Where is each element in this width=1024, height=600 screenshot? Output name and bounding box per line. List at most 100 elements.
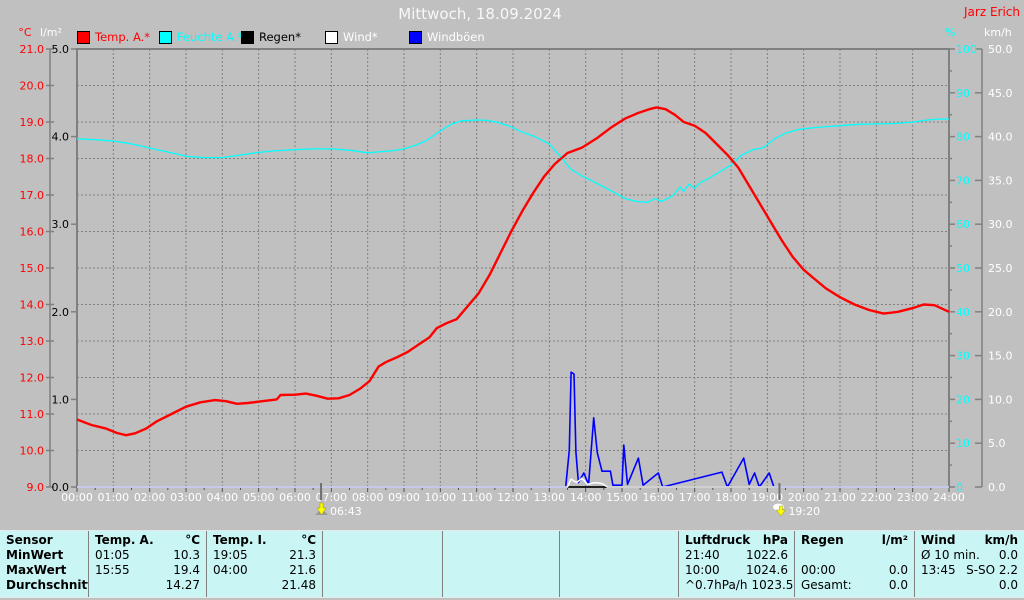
cell-time: 21:40 — [685, 548, 720, 562]
axis-tick-label: 13.0 — [20, 335, 45, 348]
rain-axis-unit: l/m² — [40, 26, 62, 39]
sensor-unit: l/m² — [881, 533, 908, 547]
page-title: Mittwoch, 18.09.2024 — [398, 5, 562, 23]
axis-tick-label: 9.0 — [27, 481, 45, 494]
table-row: 21.48 — [213, 578, 316, 593]
empty — [66, 563, 82, 578]
axis-tick-label: 13:00 — [533, 491, 565, 504]
chart-legend: Temp. A.* Feuchte A.* Regen* Wind* Windböen — [0, 30, 1024, 46]
axis-tick-label: 3.0 — [52, 218, 70, 231]
cell-value — [449, 578, 553, 593]
table-sensor-column: Luftdruck hPa 21:40 1022.6 10:00 1024.6 ^0.7hP… — [678, 531, 794, 597]
cell-value: 0.0 — [888, 578, 908, 592]
legend-item: Windböen — [409, 30, 485, 44]
table-row: Sensor — [6, 533, 82, 548]
axis-tick-label: 08:00 — [352, 491, 384, 504]
axis-tick-label: 50 — [956, 262, 970, 275]
cell-value — [449, 563, 553, 578]
cell-value: 0.0 — [998, 578, 1018, 592]
table-row — [449, 548, 553, 563]
axis-tick-label: 5.0 — [988, 437, 1006, 450]
axis-tick-label: 16:00 — [642, 491, 674, 504]
table-row: ^0.7hPa/h 1023.5 — [685, 578, 793, 593]
sensor-unit — [329, 533, 436, 548]
empty — [53, 533, 82, 548]
table-row: Regen l/m² — [801, 533, 908, 548]
table-row — [566, 578, 672, 593]
axis-tick-label: 20:00 — [788, 491, 820, 504]
table-row: Gesamt: 0.0 — [801, 578, 908, 593]
cell-value — [566, 548, 672, 563]
axis-tick-label: 10 — [956, 437, 970, 450]
cell-time: 19:05 — [213, 548, 248, 562]
wind-axis-unit: km/h — [984, 26, 1012, 39]
axis-tick-label: 17:00 — [679, 491, 711, 504]
axis-tick-label: 60 — [956, 218, 970, 231]
axis-tick-label: 90 — [956, 87, 970, 100]
axis-tick-label: 19:20 — [788, 505, 820, 518]
axis-tick-label: 0.0 — [988, 481, 1006, 494]
cell-value: 21.3 — [289, 548, 316, 562]
axis-tick-label: 4.0 — [52, 131, 70, 144]
axis-tick-label: 21:00 — [824, 491, 856, 504]
table-row — [449, 578, 553, 593]
table-row — [566, 548, 672, 563]
axis-tick-label: 100 — [956, 43, 977, 56]
cell-value — [449, 548, 553, 563]
table-sensor-column: Wind km/h Ø 10 min. 0.0 13:45 S-SO 2.2 0.0 — [914, 531, 1024, 597]
series-temp — [76, 106, 950, 437]
legend-label: Regen* — [259, 30, 301, 44]
cell-value — [329, 578, 436, 593]
table-row: 01:05 10.3 — [95, 548, 200, 563]
axis-tick-label: 30 — [956, 350, 970, 363]
sensor-name: Temp. I. — [213, 533, 267, 547]
cell-value: 1022.6 — [746, 548, 788, 562]
cell-time: 04:00 — [213, 563, 248, 577]
axis-tick-label: 11.0 — [20, 408, 45, 421]
table-sensor-column: Temp. I. °C 19:05 21.3 04:00 21.6 21.48 — [206, 531, 322, 597]
axis-tick-label: 02:00 — [134, 491, 166, 504]
legend-item: Temp. A.* — [77, 30, 150, 44]
axis-tick-label: 18:00 — [715, 491, 747, 504]
table-row — [566, 563, 672, 578]
table-row-labels-column: Sensor MinWert MaxWert Durchschnitt — [0, 531, 88, 597]
cell-value: 0.0 — [998, 548, 1018, 562]
sunset-icon — [772, 503, 786, 517]
axis-tick-label: 0.0 — [52, 481, 70, 494]
axis-tick-label: 04:00 — [206, 491, 238, 504]
table-row: 0.0 — [921, 578, 1018, 593]
table-row — [329, 578, 436, 593]
sensor-name: Luftdruck — [685, 533, 751, 547]
axis-tick-label: 20.0 — [20, 80, 45, 93]
axis-tick-label: 01:00 — [97, 491, 129, 504]
axis-tick-label: 19:00 — [751, 491, 783, 504]
cell-value: 21.48 — [281, 578, 316, 592]
sunrise-icon — [315, 502, 329, 516]
legend-item: Regen* — [241, 30, 301, 44]
axis-tick-label: 19.0 — [20, 116, 45, 129]
cell-value: 0.0 — [888, 563, 908, 577]
cell-time: Ø 10 min. — [921, 548, 980, 562]
table-row: 19:05 21.3 — [213, 548, 316, 563]
cell-time: ^0.7hPa/h — [685, 578, 748, 592]
row-label: MaxWert — [6, 563, 67, 577]
cell-time: 01:05 — [95, 548, 130, 562]
axis-tick-label: 03:00 — [170, 491, 202, 504]
table-sensor-column — [559, 531, 678, 597]
axis-tick-label: 70 — [956, 174, 970, 187]
axis-tick-label: 06:43 — [330, 505, 362, 518]
series-gust — [77, 371, 949, 488]
cell-value: 14.27 — [165, 578, 200, 592]
legend-swatch-icon — [409, 30, 422, 44]
axis-tick-label: 80 — [956, 131, 970, 144]
table-row — [329, 563, 436, 578]
table-row — [329, 533, 436, 548]
table-row: MaxWert — [6, 563, 82, 578]
axis-tick-label: 20.0 — [988, 306, 1013, 319]
table-row — [329, 548, 436, 563]
cell-time: Gesamt: — [801, 578, 852, 592]
axis-tick-label: 50.0 — [988, 43, 1013, 56]
axis-tick-label: 10.0 — [20, 445, 45, 458]
sensor-unit — [449, 533, 553, 548]
axis-tick-label: 07:00 — [315, 491, 347, 504]
